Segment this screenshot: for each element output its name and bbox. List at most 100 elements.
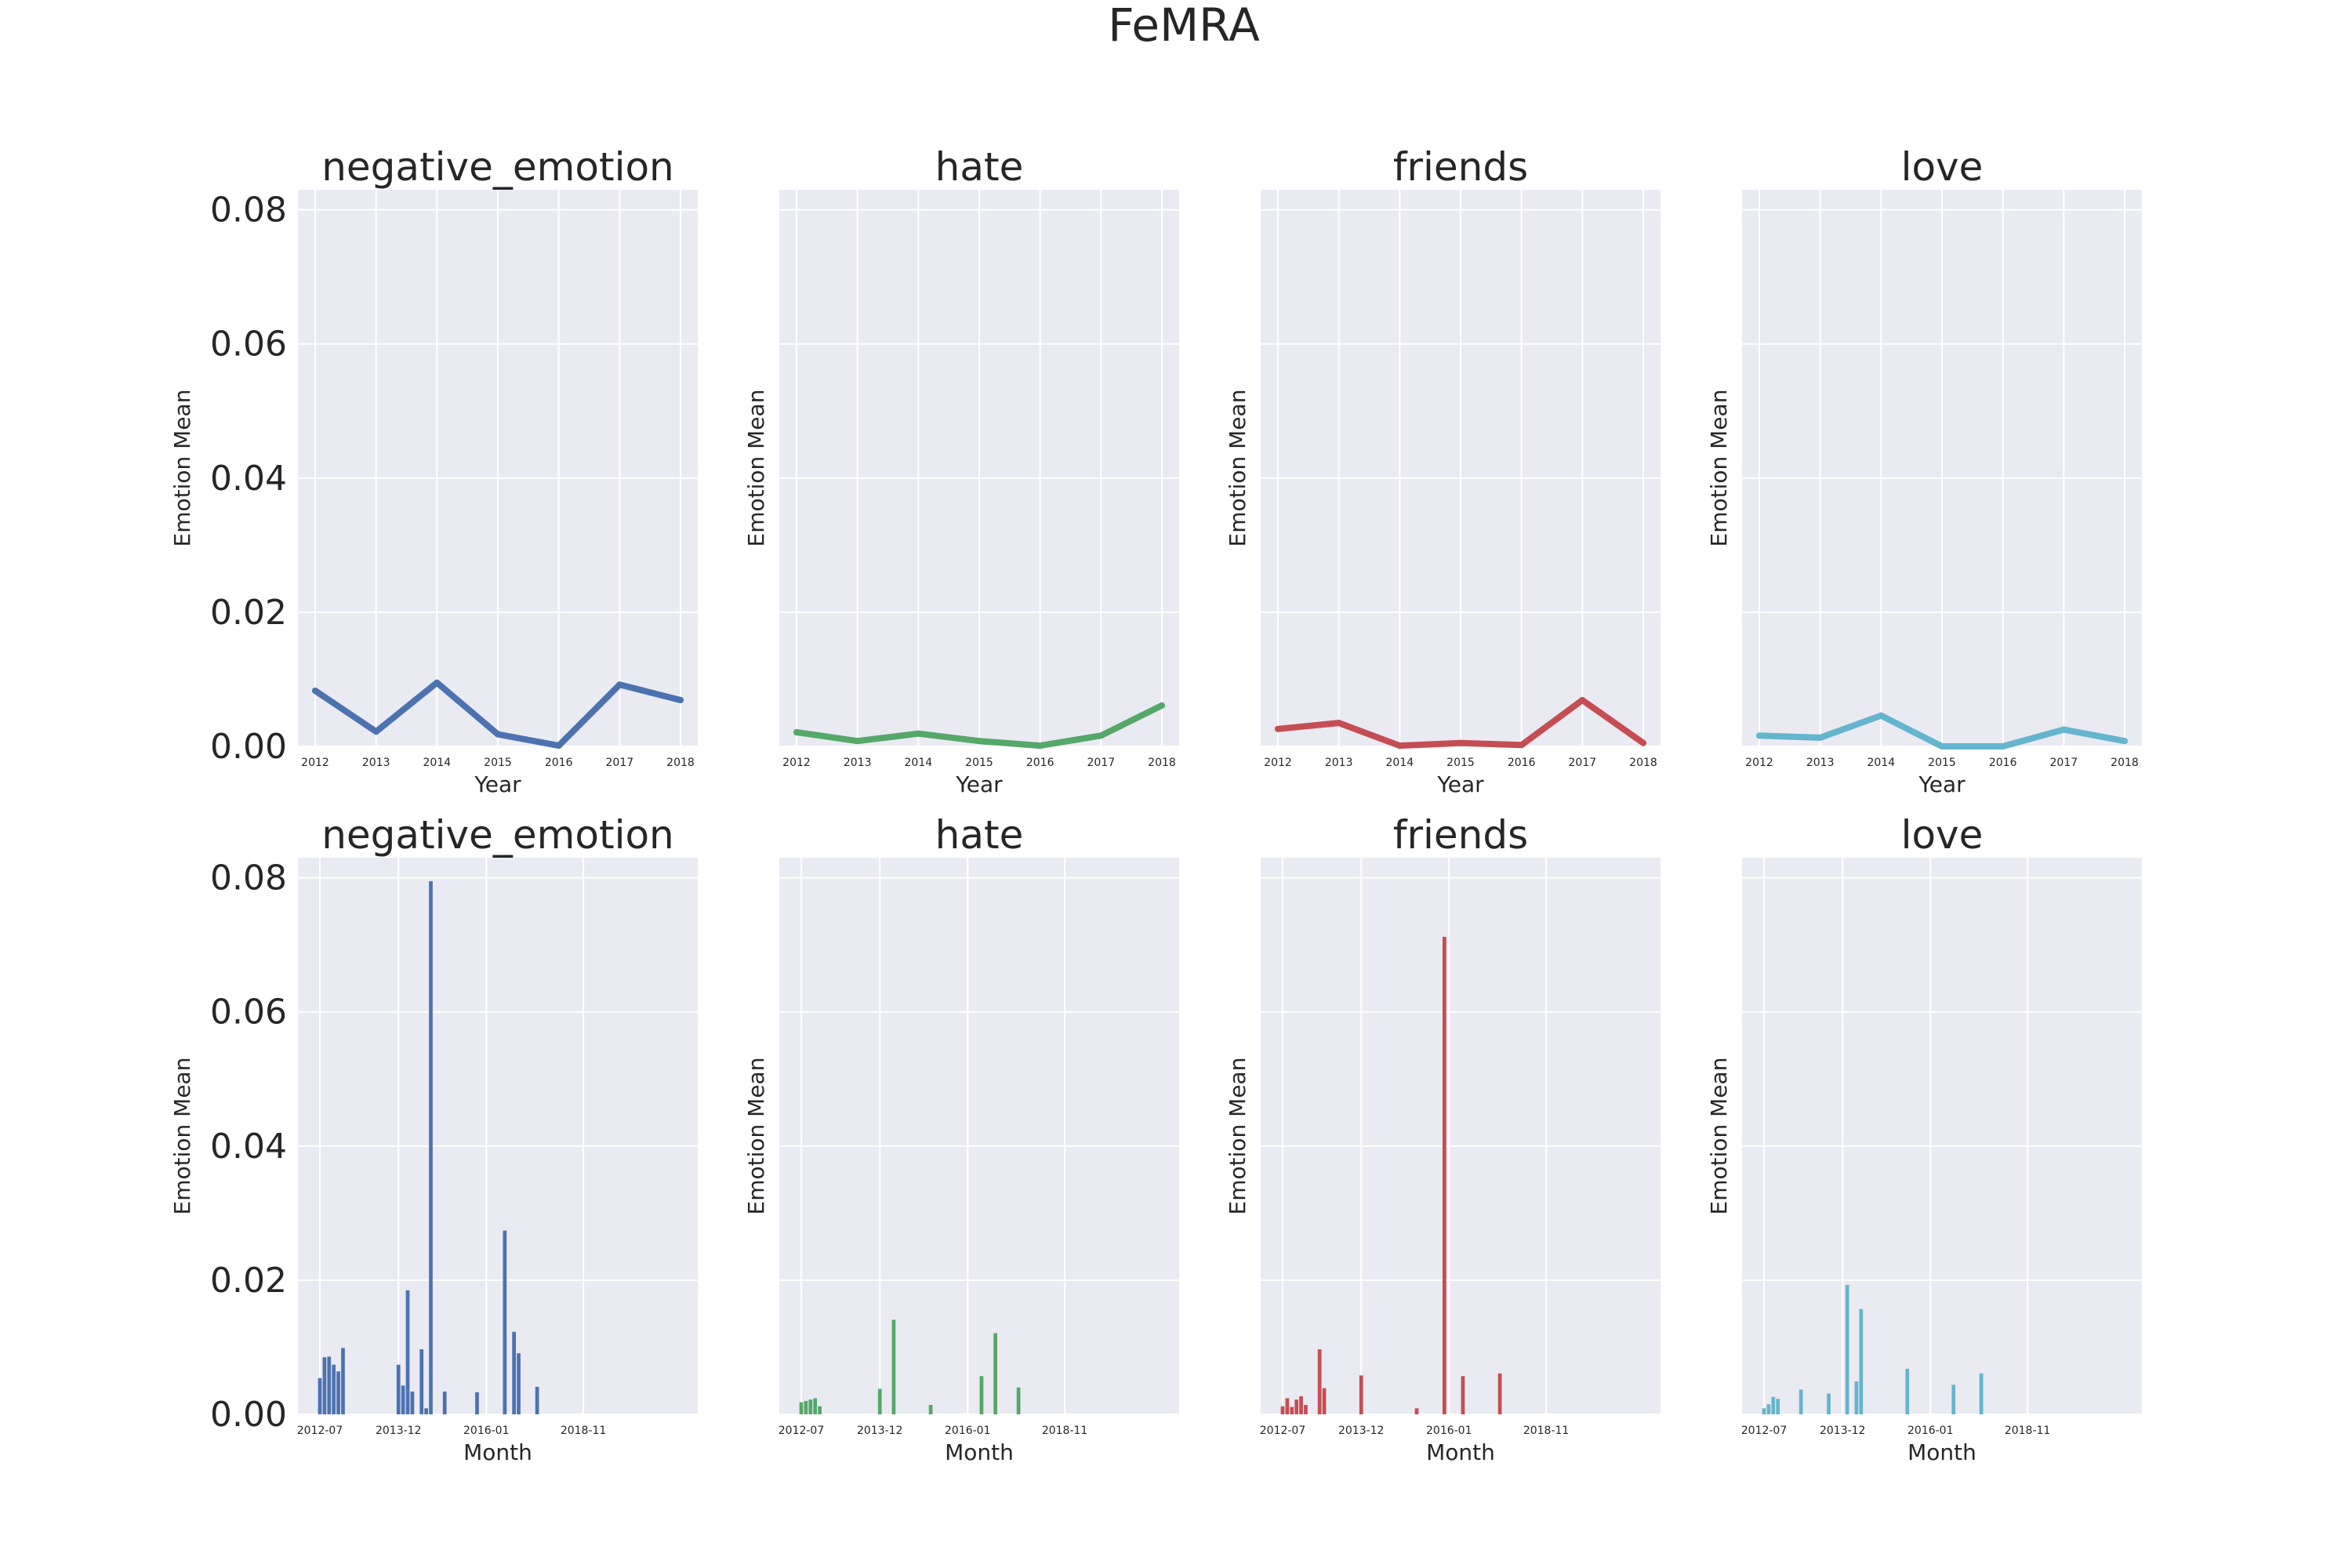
chart-7-bar bbox=[1776, 1399, 1780, 1414]
chart-3-yaxis-label: Emotion Mean bbox=[1706, 390, 1732, 547]
chart-6-bar bbox=[1290, 1406, 1294, 1414]
chart-0-xtick-label: 2016 bbox=[545, 757, 573, 769]
chart-7-bar bbox=[1905, 1368, 1910, 1414]
chart-4-bar bbox=[535, 1386, 539, 1414]
chart-1-xtick-label: 2016 bbox=[1026, 757, 1054, 769]
chart-7-bar bbox=[1798, 1389, 1803, 1414]
chart-6-yaxis-label: Emotion Mean bbox=[1225, 1058, 1250, 1215]
chart-6-bar bbox=[1304, 1405, 1308, 1414]
chart-1-data-point bbox=[1159, 702, 1165, 709]
figure-title: FeMRA bbox=[1108, 0, 1260, 52]
chart-0-xtick-label: 2014 bbox=[423, 757, 452, 769]
chart-0-ytick-label: 0.08 bbox=[210, 191, 287, 230]
chart-7-yaxis-label: Emotion Mean bbox=[1706, 1058, 1732, 1215]
chart-7-bar bbox=[1845, 1284, 1849, 1414]
chart-0-yaxis-label: Emotion Mean bbox=[169, 390, 195, 547]
chart-0-xtick-label: 2013 bbox=[362, 757, 390, 769]
chart-6-bar bbox=[1322, 1388, 1327, 1414]
chart-3-data-point bbox=[1878, 712, 1885, 719]
chart-4-xtick-label: 2013-12 bbox=[376, 1425, 422, 1437]
chart-4-bar bbox=[429, 880, 433, 1414]
chart-1-data-point bbox=[793, 729, 800, 736]
chart-7-xtick-label: 2013-12 bbox=[1820, 1425, 1866, 1437]
chart-5-xtick-label: 2012-07 bbox=[779, 1425, 825, 1437]
chart-3: 2012 2013 2014 2015 2016 2017 2018 love Year Emot… bbox=[1706, 144, 2142, 797]
chart-3-data-point bbox=[1939, 743, 1945, 750]
chart-3-xtick-label: 2017 bbox=[2050, 757, 2078, 769]
chart-6-bar bbox=[1359, 1375, 1363, 1414]
chart-0-data-point bbox=[677, 696, 684, 703]
chart-5-xtick-label: 2013-12 bbox=[857, 1425, 903, 1437]
chart-6-bar bbox=[1443, 936, 1446, 1414]
chart-0-ytick-label: 0.06 bbox=[210, 325, 287, 365]
chart-5-bar bbox=[1016, 1387, 1021, 1414]
chart-2-yaxis-label: Emotion Mean bbox=[1225, 390, 1250, 547]
chart-0-data-point bbox=[555, 742, 562, 750]
chart-0-data-point bbox=[495, 731, 501, 738]
chart-2-data-point bbox=[1579, 696, 1586, 703]
chart-0-ytick-label: 0.02 bbox=[210, 593, 287, 633]
chart-7-bar bbox=[1854, 1381, 1859, 1414]
chart-4-ytick-label: 0.02 bbox=[210, 1261, 287, 1301]
chart-3-xtick-label: 2012 bbox=[1745, 757, 1773, 769]
chart-4-ytick-label: 0.04 bbox=[210, 1127, 287, 1167]
chart-5-title: hate bbox=[935, 812, 1024, 858]
chart-3-xtick-label: 2014 bbox=[1867, 757, 1896, 769]
chart-4-bar bbox=[503, 1230, 507, 1414]
chart-6-xtick-label: 2018-11 bbox=[1523, 1425, 1570, 1437]
chart-5-bar bbox=[979, 1376, 984, 1414]
chart-1-xaxis-label: Year bbox=[955, 771, 1003, 797]
chart-3-title: love bbox=[1901, 144, 1984, 190]
chart-0: 0.00 0.02 0.04 0.06 0.08 2012 2013 2014 2015 2016… bbox=[169, 144, 698, 797]
chart-3-xtick-label: 2013 bbox=[1806, 757, 1835, 769]
chart-6-bar bbox=[1294, 1399, 1299, 1414]
chart-6-xtick-label: 2012-07 bbox=[1260, 1425, 1306, 1437]
chart-6: 2012-07 2013-12 2016-01 2018-11 friends Month… bbox=[1225, 812, 1661, 1465]
chart-4-bar bbox=[336, 1371, 340, 1414]
chart-7-bar bbox=[1766, 1404, 1771, 1414]
chart-5-bar bbox=[993, 1333, 997, 1414]
chart-3-data-point bbox=[1817, 734, 1824, 741]
chart-2-xtick-label: 2017 bbox=[1569, 757, 1597, 769]
subplot-grid: 0.00 0.02 0.04 0.06 0.08 2012 2013 2014 2015 2016… bbox=[169, 144, 2142, 1465]
chart-6-bar bbox=[1461, 1376, 1465, 1414]
chart-3-xtick-label: 2015 bbox=[1928, 757, 1956, 769]
chart-4-bar bbox=[475, 1392, 479, 1414]
chart-2-xtick-label: 2014 bbox=[1386, 757, 1414, 769]
chart-4-ytick-label: 0.06 bbox=[210, 993, 287, 1033]
chart-6-bar bbox=[1317, 1349, 1322, 1414]
chart-6-bar bbox=[1414, 1408, 1419, 1414]
chart-1-xtick-label: 2015 bbox=[965, 757, 993, 769]
chart-3-xtick-label: 2016 bbox=[1989, 757, 2017, 769]
chart-4-xaxis-label: Month bbox=[463, 1439, 532, 1465]
chart-4-ytick-label: 0.08 bbox=[210, 858, 287, 898]
chart-4-bar bbox=[318, 1377, 322, 1414]
chart-5-bar bbox=[891, 1319, 896, 1414]
chart-4-bar bbox=[405, 1290, 410, 1414]
chart-1: 2012 2013 2014 2015 2016 2017 2018 hate Year Emot… bbox=[743, 144, 1179, 797]
chart-1-data-point bbox=[1098, 732, 1105, 739]
chart-7-xaxis-label: Month bbox=[1907, 1439, 1976, 1465]
chart-7-xtick-label: 2012-07 bbox=[1741, 1425, 1788, 1437]
chart-2-title: friends bbox=[1393, 144, 1528, 190]
chart-6-bar bbox=[1497, 1373, 1502, 1414]
chart-5-yaxis-label: Emotion Mean bbox=[743, 1058, 769, 1215]
chart-6-xaxis-label: Month bbox=[1426, 1439, 1495, 1465]
chart-2-xaxis-label: Year bbox=[1436, 771, 1484, 797]
chart-6-bar bbox=[1280, 1406, 1285, 1414]
chart-4-xtick-label: 2012-07 bbox=[297, 1425, 343, 1437]
chart-4-bar bbox=[332, 1364, 336, 1414]
chart-1-xtick-label: 2018 bbox=[1148, 757, 1176, 769]
chart-3-xaxis-label: Year bbox=[1918, 771, 1965, 797]
chart-2: 2012 2013 2014 2015 2016 2017 2018 friends Year E… bbox=[1225, 144, 1661, 797]
chart-1-data-point bbox=[1036, 742, 1044, 750]
chart-3-data-point bbox=[1756, 732, 1762, 739]
chart-2-data-point bbox=[1640, 739, 1646, 746]
chart-1-data-point bbox=[854, 738, 861, 745]
chart-4-bar bbox=[424, 1408, 428, 1414]
chart-4-bar bbox=[396, 1364, 401, 1414]
chart-5: 2012-07 2013-12 2016-01 2018-11 hate Month Emo… bbox=[743, 812, 1179, 1465]
chart-4-bar bbox=[410, 1391, 415, 1414]
chart-4-title: negative_emotion bbox=[321, 812, 674, 858]
